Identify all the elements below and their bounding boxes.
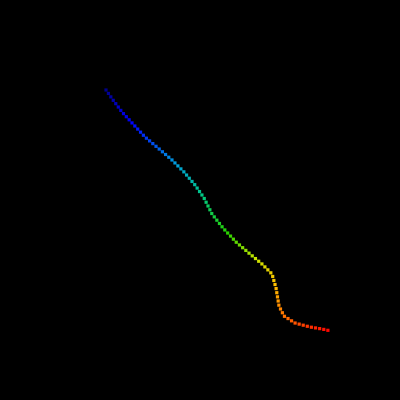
trajectory-marker xyxy=(114,102,118,106)
trajectory-marker xyxy=(144,136,148,140)
trajectory-marker xyxy=(121,112,126,116)
trajectory-marker xyxy=(124,115,128,119)
trajectory-marker xyxy=(223,228,227,232)
trajectory-marker xyxy=(271,274,275,279)
trajectory-marker xyxy=(176,164,180,168)
trajectory-marker xyxy=(184,173,189,177)
trajectory-marker xyxy=(167,155,171,159)
trajectory-marker xyxy=(193,183,197,187)
trajectory-marker xyxy=(313,326,318,330)
trajectory-marker xyxy=(160,150,164,154)
trajectory-marker xyxy=(274,286,278,291)
trajectory-marker xyxy=(136,127,140,131)
trajectory-marker xyxy=(208,208,212,212)
trajectory-marker xyxy=(234,240,238,244)
trajectory-marker xyxy=(273,282,277,287)
trajectory-marker xyxy=(133,124,137,128)
trajectory-marker xyxy=(154,144,158,148)
trajectory-marker xyxy=(226,231,230,235)
trajectory-marker xyxy=(257,259,261,263)
trajectory-marker xyxy=(272,278,276,283)
trajectory-marker xyxy=(127,118,131,122)
trajectory-marker xyxy=(111,98,115,102)
trajectory-marker xyxy=(151,142,155,146)
trajectory-marker xyxy=(163,152,168,157)
trajectory-marker xyxy=(215,218,219,222)
trajectory-marker xyxy=(237,243,242,247)
trajectory-marker xyxy=(247,251,251,255)
trajectory-marker xyxy=(241,246,245,250)
trajectory-marker xyxy=(190,179,194,184)
trajectory-marker xyxy=(138,130,143,134)
trajectory-marker xyxy=(228,234,233,238)
trajectory-marker xyxy=(220,225,224,229)
trajectory-marker xyxy=(157,147,161,151)
trajectory-marker xyxy=(210,211,214,216)
trajectory-marker xyxy=(250,254,254,258)
trajectory-marker xyxy=(269,271,273,275)
trajectory-marker xyxy=(275,295,280,299)
trajectory-marker xyxy=(286,316,290,321)
trajectory-marker xyxy=(282,314,287,318)
trajectory-marker xyxy=(179,167,183,171)
trajectory-marker xyxy=(119,108,123,112)
trajectory-marker xyxy=(116,105,120,109)
trajectory-marker xyxy=(141,133,145,137)
trajectory-marker xyxy=(104,88,108,92)
trajectory-marker xyxy=(202,196,206,201)
trajectory-marker xyxy=(148,139,152,143)
trajectory-marker xyxy=(322,327,326,331)
trajectory-marker xyxy=(106,91,111,96)
trajectory-marker xyxy=(280,311,284,315)
trajectory-marker xyxy=(260,262,264,266)
trajectory-marker xyxy=(170,158,174,162)
trajectory-marker xyxy=(130,121,134,125)
trajectory-marker xyxy=(206,204,210,208)
trajectory-marker xyxy=(244,248,248,253)
trajectory-marker xyxy=(212,215,216,219)
trajectory-marker xyxy=(293,321,297,325)
trajectory-marker xyxy=(266,268,270,272)
trajectory-marker xyxy=(231,237,235,241)
trajectory-marker xyxy=(109,95,113,99)
trajectory-marker xyxy=(263,265,267,269)
trajectory-marker xyxy=(278,307,283,311)
trajectory-marker xyxy=(297,322,301,326)
trajectory-marker xyxy=(195,186,199,190)
trajectory-marker xyxy=(187,176,191,180)
trajectory-marker xyxy=(197,189,202,194)
trajectory-marker xyxy=(182,170,186,174)
trajectory-marker xyxy=(301,323,305,327)
trajectory-marker xyxy=(204,200,208,204)
trajectory-marker xyxy=(200,193,204,197)
trajectory-marker xyxy=(326,328,330,332)
trajectory-marker xyxy=(217,221,222,226)
trajectory-marker xyxy=(277,303,281,307)
trajectory-marker xyxy=(276,299,280,303)
trajectory-marker xyxy=(253,256,258,261)
trajectory-marker xyxy=(173,161,177,165)
trajectory-marker xyxy=(289,319,294,323)
trajectory-marker xyxy=(309,325,313,329)
trajectory-marker xyxy=(318,327,322,331)
trajectory-marker xyxy=(275,291,279,295)
trajectory-markers xyxy=(104,88,330,332)
trajectory-marker xyxy=(305,324,309,328)
